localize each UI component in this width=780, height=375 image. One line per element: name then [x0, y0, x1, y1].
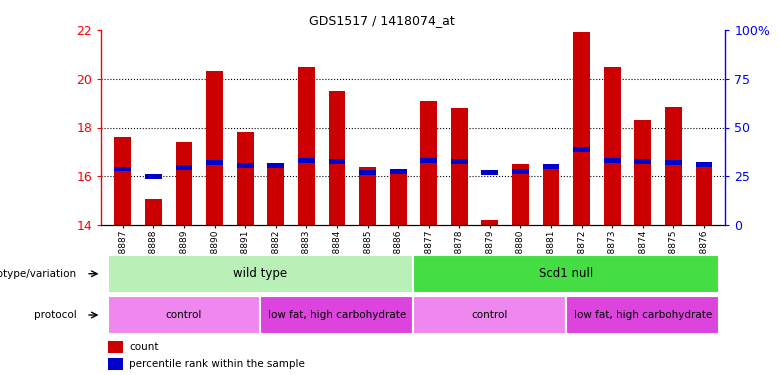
Bar	[696, 164, 712, 225]
Text: count: count	[129, 342, 159, 352]
Bar	[696, 162, 712, 166]
Bar	[543, 164, 559, 169]
Text: protocol: protocol	[34, 310, 77, 320]
Bar	[451, 159, 468, 164]
Bar	[108, 341, 123, 352]
Bar	[268, 166, 284, 225]
Bar	[420, 158, 437, 163]
Bar	[115, 166, 131, 171]
Text: wild type: wild type	[233, 267, 288, 280]
Text: percentile rank within the sample: percentile rank within the sample	[129, 359, 305, 369]
Bar	[108, 255, 413, 292]
Bar	[145, 200, 161, 225]
Bar	[413, 255, 719, 292]
Bar	[604, 158, 621, 163]
Bar	[390, 169, 406, 174]
Bar	[634, 120, 651, 225]
Bar	[451, 108, 468, 225]
Text: low fat, high carbohydrate: low fat, high carbohydrate	[573, 310, 712, 320]
Bar	[115, 137, 131, 225]
Text: control: control	[166, 310, 202, 320]
Bar	[268, 163, 284, 168]
Bar	[359, 170, 376, 175]
Bar	[108, 358, 123, 370]
Text: genotype/variation: genotype/variation	[0, 269, 77, 279]
Bar	[298, 158, 315, 163]
Bar	[237, 163, 254, 168]
Bar	[206, 71, 223, 225]
Bar	[328, 159, 346, 164]
Bar	[665, 160, 682, 165]
Bar	[481, 170, 498, 175]
Bar	[176, 142, 193, 225]
Bar	[604, 67, 621, 225]
Bar	[176, 165, 193, 170]
Bar	[420, 101, 437, 225]
Bar	[543, 164, 559, 225]
Bar	[298, 67, 315, 225]
Bar	[512, 164, 529, 225]
Bar	[390, 171, 406, 225]
Bar	[237, 132, 254, 225]
Text: Scd1 null: Scd1 null	[539, 267, 594, 280]
Bar	[145, 174, 161, 179]
Bar	[665, 107, 682, 225]
Title: GDS1517 / 1418074_at: GDS1517 / 1418074_at	[310, 15, 455, 27]
Bar	[634, 159, 651, 164]
Text: low fat, high carbohydrate: low fat, high carbohydrate	[268, 310, 406, 320]
Bar	[108, 296, 261, 334]
Bar	[512, 169, 529, 174]
Text: control: control	[472, 310, 508, 320]
Bar	[413, 296, 566, 334]
Bar	[206, 160, 223, 165]
Bar	[481, 220, 498, 225]
Bar	[573, 147, 590, 152]
Bar	[328, 91, 346, 225]
Bar	[261, 296, 413, 334]
Bar	[566, 296, 719, 334]
Bar	[573, 33, 590, 225]
Bar	[359, 166, 376, 225]
